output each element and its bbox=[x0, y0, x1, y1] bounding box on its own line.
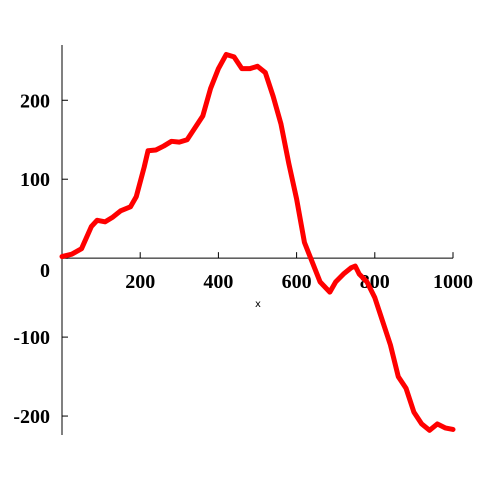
y-tick-label: 100 bbox=[20, 169, 50, 191]
y-tick-label: -200 bbox=[13, 406, 50, 428]
x-tick-label: 600 bbox=[282, 271, 312, 293]
y-tick-label: 200 bbox=[20, 90, 50, 112]
y-tick-label: -100 bbox=[13, 327, 50, 349]
x-tick-label: 400 bbox=[203, 271, 233, 293]
x-tick-label: 200 bbox=[125, 271, 155, 293]
y-tick-label: 0 bbox=[40, 260, 50, 282]
data-line bbox=[59, 51, 456, 433]
x-tick-label: 1000 bbox=[433, 271, 473, 293]
x-axis-label: x bbox=[255, 299, 261, 310]
